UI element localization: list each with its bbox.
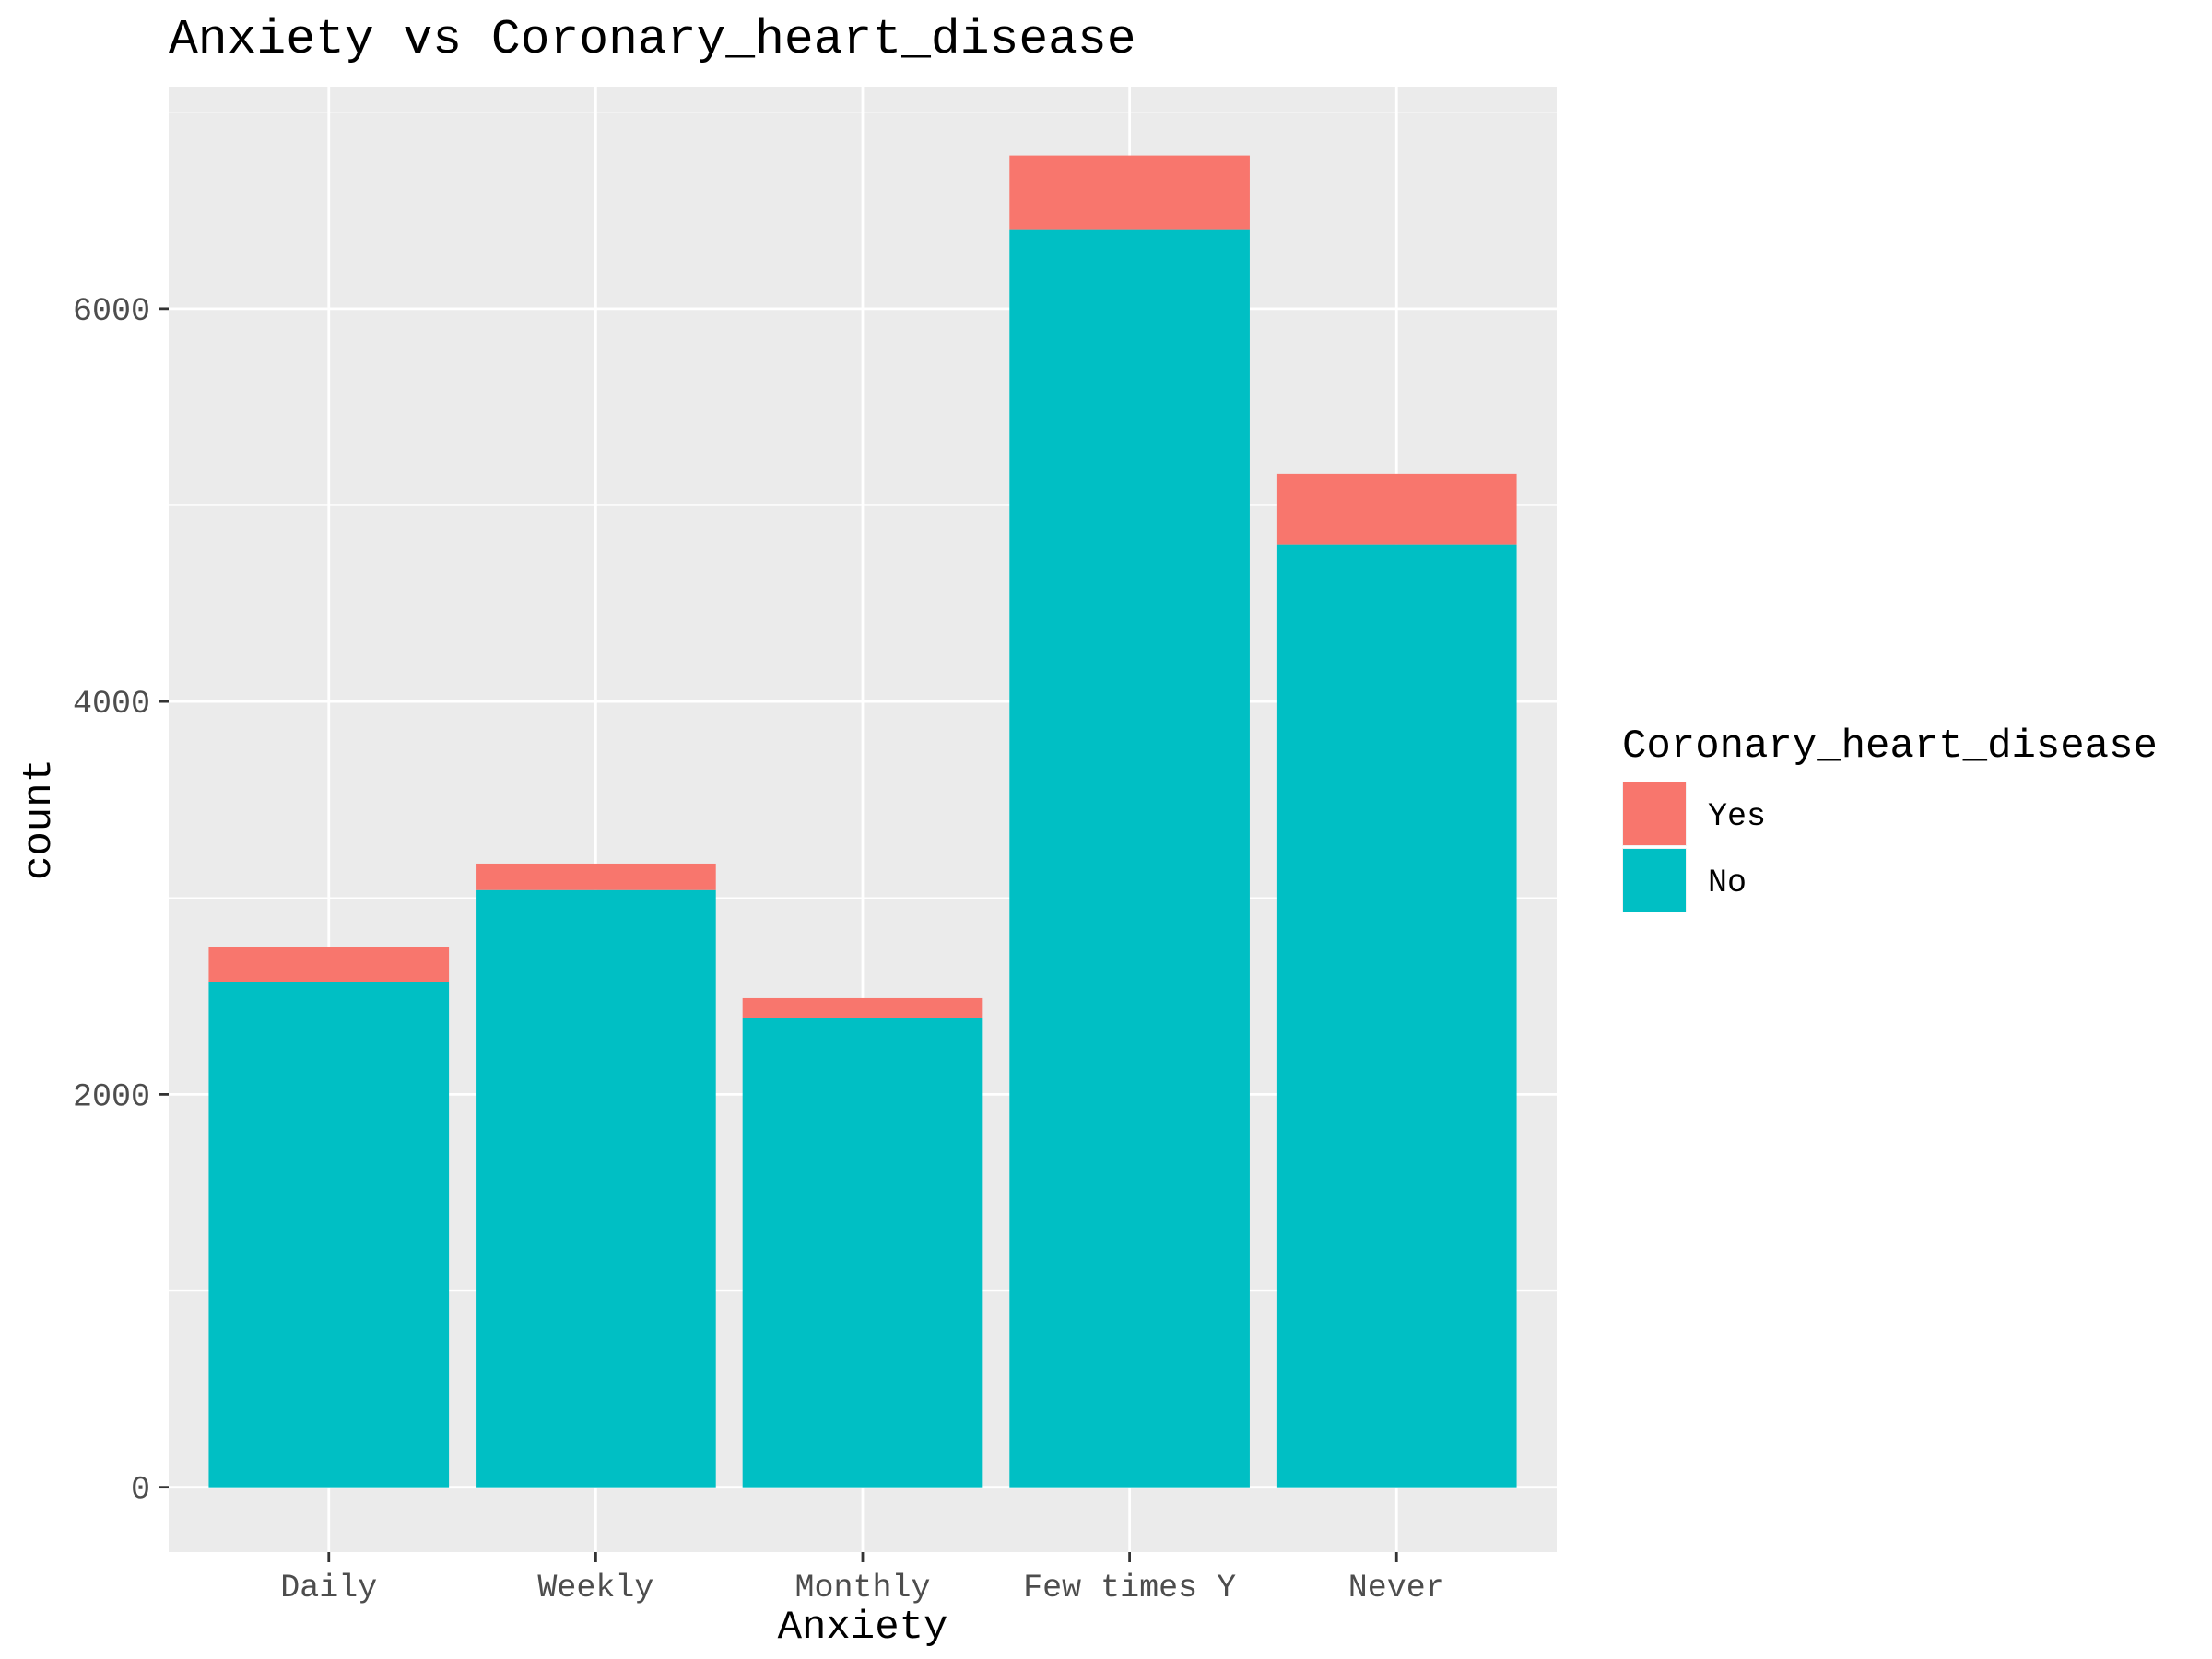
x-tick-label: Daily: [280, 1570, 377, 1606]
bars: [208, 155, 1517, 1488]
y-axis-title: count: [17, 759, 63, 880]
y-tick-label: 6000: [73, 293, 150, 330]
x-tick-label: Few times Y: [1023, 1570, 1236, 1606]
x-tick-label: Never: [1348, 1570, 1445, 1606]
legend-swatch: [1623, 782, 1686, 845]
legend: Coronary_heart_disease Yes No: [1622, 724, 2158, 912]
legend-items: Yes No: [1622, 782, 1766, 912]
y-tick-label: 0: [131, 1472, 150, 1509]
x-tick-label: Weekly: [537, 1570, 653, 1606]
y-tick-label: 2000: [73, 1078, 150, 1115]
legend-title: Coronary_heart_disease: [1622, 724, 2158, 770]
x-tick-label: Monthly: [794, 1570, 930, 1606]
legend-swatch: [1623, 849, 1686, 912]
x-axis: Daily Weekly Monthly Few times Y Never: [280, 1552, 1445, 1606]
chart-title: Anxiety vs Coronary_heart_disease: [169, 12, 1136, 67]
legend-label: Yes: [1708, 798, 1766, 835]
bar-yes: [208, 947, 450, 982]
bar-no: [742, 1018, 983, 1488]
x-axis-title: Anxiety: [778, 1605, 948, 1651]
bar-yes: [1009, 155, 1250, 230]
y-tick-label: 4000: [73, 686, 150, 723]
bar-yes: [476, 863, 716, 890]
bar-no: [476, 889, 716, 1488]
bar-no: [208, 982, 450, 1488]
legend-label: No: [1708, 865, 1747, 901]
bar-yes: [1276, 473, 1517, 545]
bar-no: [1009, 229, 1250, 1488]
y-axis: 0 2000 4000 6000: [73, 293, 169, 1509]
bar-yes: [742, 997, 983, 1018]
bar-no: [1276, 544, 1517, 1488]
